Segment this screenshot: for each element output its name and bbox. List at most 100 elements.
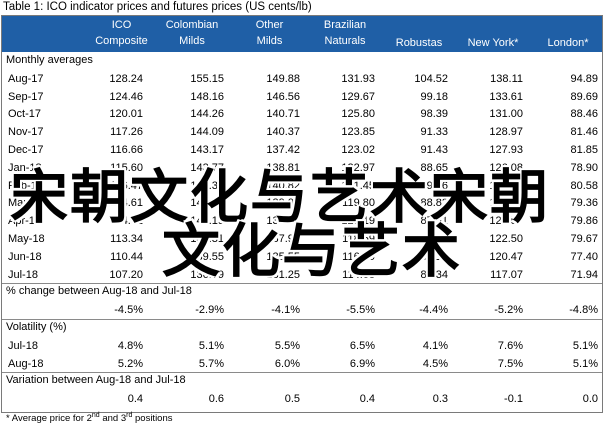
- value-cell: 87.32: [420, 233, 448, 245]
- value-cell: 139.07: [266, 197, 300, 210]
- header-text: Naturals: [324, 35, 366, 47]
- row-label: Jul-18: [8, 268, 38, 281]
- value-cell: 128.97: [489, 126, 523, 139]
- value-cell: 143.17: [190, 144, 224, 156]
- value-cell: 124.46: [109, 90, 143, 103]
- table-row: Mar-18 114.61 145.13 139.07 119.80 88.82 121.5…: [2, 194, 602, 212]
- value-cell: 6.5%: [349, 339, 375, 352]
- value-cell: 120.47: [489, 250, 523, 263]
- value-cell: 140.82: [266, 179, 300, 192]
- table-frame: [1, 15, 603, 413]
- table-row: Jun-18 110.44 139.55 135.55 116.79 86.12 120.4…: [2, 248, 602, 266]
- row-label: Sep-17: [8, 90, 44, 103]
- value-cell: 88.65: [420, 161, 448, 174]
- value-cell: 139.72: [266, 215, 300, 228]
- table-row: 0.4 0.6 0.5 0.4 0.3 -0.1 0.0: [2, 390, 602, 408]
- row-label: Dec-17: [8, 144, 44, 156]
- value-cell: -2.9%: [195, 304, 224, 317]
- section-title: Volatility (%): [6, 321, 67, 333]
- table-row: May-18 113.34 143.31 137.93 118.59 87.32 122.5…: [2, 230, 602, 248]
- header-cell: Brazilian Naturals: [303, 17, 387, 49]
- value-cell: 77.40: [570, 250, 598, 263]
- value-cell: -5.2%: [494, 304, 523, 317]
- value-cell: 114.68: [342, 268, 375, 281]
- table-row: Dec-17 116.66 143.17 137.42 123.02 91.43 127.9…: [2, 141, 602, 159]
- value-cell: 4.1%: [422, 339, 448, 352]
- value-cell: 5.1%: [572, 339, 598, 352]
- value-cell: 91.33: [420, 126, 448, 139]
- value-cell: 87.61: [420, 215, 448, 228]
- value-cell: 155.15: [190, 72, 224, 85]
- value-cell: 117.26: [110, 126, 143, 139]
- value-cell: 122.50: [489, 233, 523, 245]
- value-cell: 107.20: [109, 268, 143, 281]
- value-cell: 0.3: [432, 393, 448, 406]
- value-cell: 7.5%: [497, 357, 523, 370]
- row-label: Jul-18: [8, 339, 38, 352]
- header-cell: New York*: [451, 35, 535, 51]
- watermark: 宋朝文化与艺术宋朝: [10, 163, 551, 231]
- value-cell: 148.16: [190, 90, 224, 103]
- value-cell: 116.47: [110, 179, 143, 192]
- value-cell: 140.37: [266, 126, 300, 139]
- value-cell: 128.24: [109, 72, 143, 85]
- value-cell: 0.0: [582, 393, 598, 406]
- row-label: Jan-18: [8, 161, 42, 174]
- header-text: Milds: [179, 35, 205, 47]
- value-cell: -4.5%: [114, 304, 143, 317]
- table-row: Aug-18 5.2% 5.7% 6.0% 6.9% 4.5% 7.5% 5.1%: [2, 355, 602, 373]
- value-cell: 116.79: [342, 250, 375, 263]
- value-cell: 99.18: [420, 90, 448, 103]
- value-cell: 88.46: [570, 108, 598, 121]
- value-cell: -4.1%: [271, 304, 300, 317]
- value-cell: 79.86: [570, 215, 598, 228]
- table-row: Oct-17 120.01 144.26 140.71 125.80 98.39 131.0…: [2, 105, 602, 123]
- value-cell: 0.5: [284, 393, 300, 406]
- value-cell: 5.1%: [572, 357, 598, 370]
- value-cell: -4.8%: [569, 304, 598, 317]
- value-cell: 114.61: [110, 197, 143, 210]
- header-text: Milds: [256, 35, 283, 47]
- footnote-text: positions: [132, 413, 173, 425]
- section-divider: [2, 372, 602, 374]
- value-cell: 116.66: [110, 144, 143, 156]
- value-cell: 5.7%: [198, 357, 224, 370]
- value-cell: 86.12: [420, 250, 448, 263]
- value-cell: 78.90: [570, 161, 598, 174]
- value-cell: 122.57: [489, 215, 523, 228]
- header-text: Robustas: [395, 37, 443, 49]
- table-row: Jan-18 115.60 143.77 138.81 122.97 88.65 126.0…: [2, 159, 602, 177]
- value-cell: 81.46: [570, 126, 598, 139]
- table-row: Apr-18 114.52 145.19 139.72 120.19 87.61 122.5…: [2, 212, 602, 230]
- value-cell: 88.82: [420, 197, 448, 210]
- footnote-text: rd: [126, 412, 133, 419]
- value-cell: 98.39: [420, 108, 448, 121]
- header-text: London*: [547, 37, 589, 49]
- value-cell: 117.07: [490, 268, 523, 281]
- value-cell: 145.13: [190, 197, 224, 210]
- value-cell: 131.93: [341, 72, 375, 85]
- value-cell: 79.67: [570, 233, 598, 245]
- header-text: Brazilian: [323, 19, 367, 31]
- value-cell: 114.52: [110, 215, 143, 228]
- value-cell: 126.08: [489, 161, 523, 174]
- value-cell: 120.01: [109, 108, 143, 121]
- value-cell: 94.89: [570, 72, 598, 85]
- value-cell: 5.1%: [198, 339, 224, 352]
- table-row: Jul-18 107.20 136.29 131.25 114.68 84.34 117.0…: [2, 266, 602, 284]
- value-cell: 120.19: [341, 215, 375, 228]
- value-cell: 81.85: [570, 144, 598, 156]
- value-cell: 104.52: [414, 72, 448, 85]
- value-cell: 137.93: [266, 233, 300, 245]
- value-cell: -4.4%: [419, 304, 448, 317]
- header-row: ICO Composite Colombian Milds Other Milds Braz…: [2, 16, 602, 52]
- footnote: * Average price for 2nd and 3rd position…: [6, 412, 173, 424]
- value-cell: 144.09: [190, 126, 224, 139]
- value-cell: 123.02: [341, 144, 375, 156]
- value-cell: 0.4: [127, 393, 143, 406]
- value-cell: 6.9%: [349, 357, 375, 370]
- header-text: Other: [255, 19, 284, 31]
- value-cell: 140.71: [266, 108, 300, 121]
- value-cell: 6.0%: [274, 357, 300, 370]
- value-cell: 149.88: [266, 72, 300, 85]
